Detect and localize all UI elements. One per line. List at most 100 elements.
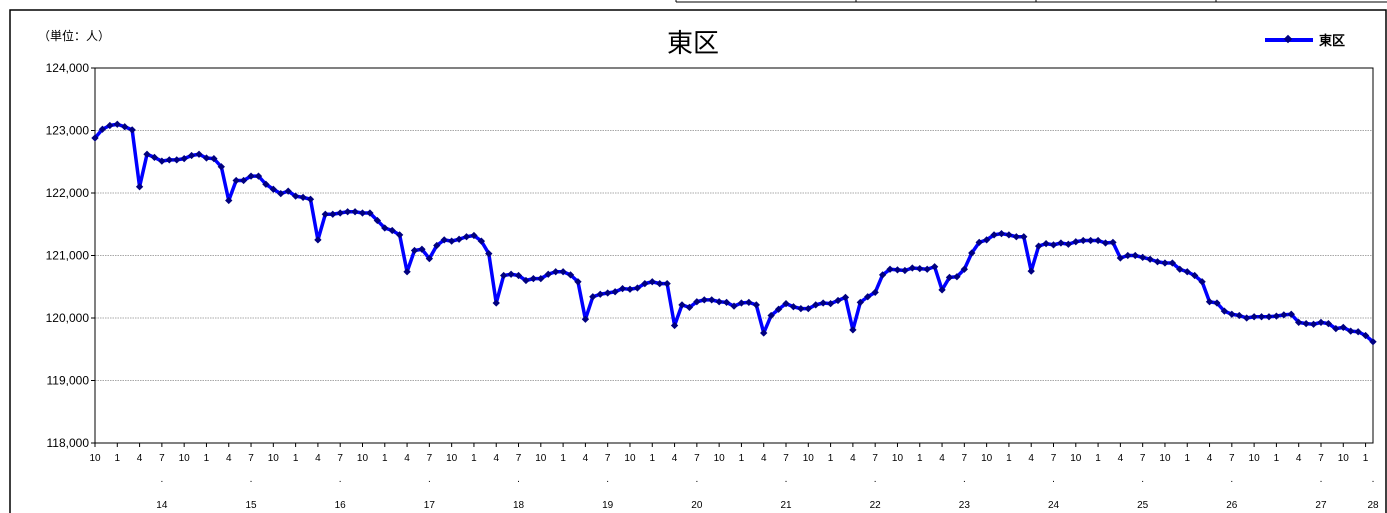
data-point	[269, 185, 278, 193]
data-point	[91, 134, 99, 142]
x-tick-label: 7	[427, 453, 433, 464]
data-point	[604, 289, 612, 297]
year-separator: .	[428, 474, 431, 485]
x-tick-label: 1	[115, 453, 121, 464]
data-point	[165, 156, 173, 164]
x-tick-label: 1	[560, 453, 566, 464]
data-point	[700, 296, 708, 304]
data-point	[708, 296, 716, 304]
data-point	[737, 299, 746, 307]
x-tick-label: 7	[159, 453, 165, 464]
x-tick-label: 10	[892, 453, 904, 464]
x-tick-label: 1	[1006, 453, 1012, 464]
data-point	[782, 299, 790, 308]
data-point	[1287, 310, 1295, 318]
data-point	[1109, 238, 1117, 247]
data-point	[893, 266, 902, 274]
data-point	[1101, 239, 1110, 247]
y-tick-label: 120,000	[46, 311, 90, 325]
x-tick-label: 1	[739, 453, 745, 464]
x-tick-label: 7	[783, 453, 789, 464]
data-point	[477, 237, 486, 245]
data-point	[849, 326, 857, 334]
x-tick-label: 7	[605, 453, 611, 464]
data-point	[180, 154, 188, 163]
year-label: 28	[1367, 500, 1379, 511]
year-label: 24	[1048, 500, 1060, 511]
data-point	[633, 284, 642, 292]
y-tick-label: 124,000	[46, 61, 90, 75]
y-axis: 118,000 119,000 120,000 121,000 122,000 123,0…	[46, 61, 95, 450]
data-point	[343, 208, 352, 216]
data-point	[752, 301, 760, 309]
data-point	[433, 241, 441, 250]
data-point	[730, 302, 738, 310]
data-point	[596, 290, 604, 298]
x-tick-label: 10	[624, 453, 636, 464]
data-point	[566, 271, 575, 279]
x-tick-label: 1	[1095, 453, 1101, 464]
x-tick-label: 1	[293, 453, 299, 464]
x-tick-label: 4	[761, 453, 767, 464]
data-point	[916, 264, 924, 273]
data-point	[1220, 307, 1229, 315]
x-tick-label: 7	[516, 453, 522, 464]
year-label: 21	[780, 500, 792, 511]
x-tick-label: 7	[337, 453, 343, 464]
data-point	[945, 273, 954, 282]
data-point	[1205, 298, 1214, 306]
data-point	[826, 299, 835, 308]
x-tick-label: 1	[917, 453, 923, 464]
data-point	[1332, 324, 1340, 333]
x-axis: 10 1 4 7 10 1 4 7 10 1 4 7 10 1 4 7 10 1 4 7 10 1 4 7 10 1 4 7 10 1 4 7…	[89, 443, 1379, 511]
x-tick-label: 7	[1051, 453, 1057, 464]
y-tick-label: 123,000	[46, 124, 90, 138]
year-separator: .	[1230, 474, 1233, 485]
data-point	[106, 121, 114, 130]
gridlines	[95, 130, 1373, 381]
x-tick-label: 10	[89, 453, 101, 464]
data-point	[403, 268, 411, 276]
unit-label: （単位：人）	[38, 28, 110, 43]
data-point	[336, 209, 344, 217]
data-point	[447, 237, 456, 245]
data-point	[410, 246, 419, 255]
x-tick-label: 10	[446, 453, 458, 464]
data-point	[886, 265, 894, 273]
x-tick-label: 7	[872, 453, 878, 464]
data-point	[574, 278, 582, 286]
data-point	[908, 264, 917, 272]
data-point	[722, 298, 731, 307]
data-point	[210, 154, 218, 163]
year-separator: .	[517, 474, 520, 485]
data-point	[514, 271, 523, 280]
data-point	[589, 293, 597, 301]
x-tick-label: 4	[850, 453, 856, 464]
data-point	[1272, 312, 1281, 320]
legend: 東区	[1265, 33, 1345, 49]
data-point	[997, 229, 1006, 238]
year-separator: .	[1141, 474, 1144, 485]
data-point	[537, 274, 545, 283]
y-tick-label: 121,000	[46, 249, 90, 263]
x-tick-label: 10	[535, 453, 547, 464]
data-point	[529, 274, 538, 283]
data-point	[611, 288, 619, 296]
data-point	[1265, 313, 1273, 321]
year-separator: .	[160, 474, 163, 485]
data-point	[440, 236, 448, 244]
data-point	[381, 224, 389, 232]
data-point	[1034, 242, 1043, 250]
top-table-fragment	[675, 0, 1387, 3]
year-label: 25	[1137, 500, 1149, 511]
x-tick-label: 7	[1140, 453, 1146, 464]
data-point	[834, 296, 842, 305]
data-point	[819, 299, 827, 307]
data-point	[351, 208, 359, 216]
x-tick-label: 7	[694, 453, 700, 464]
data-point	[1190, 271, 1199, 280]
data-point	[982, 236, 991, 244]
y-tick-label: 118,000	[47, 436, 90, 450]
x-tick-label: 7	[1229, 453, 1235, 464]
